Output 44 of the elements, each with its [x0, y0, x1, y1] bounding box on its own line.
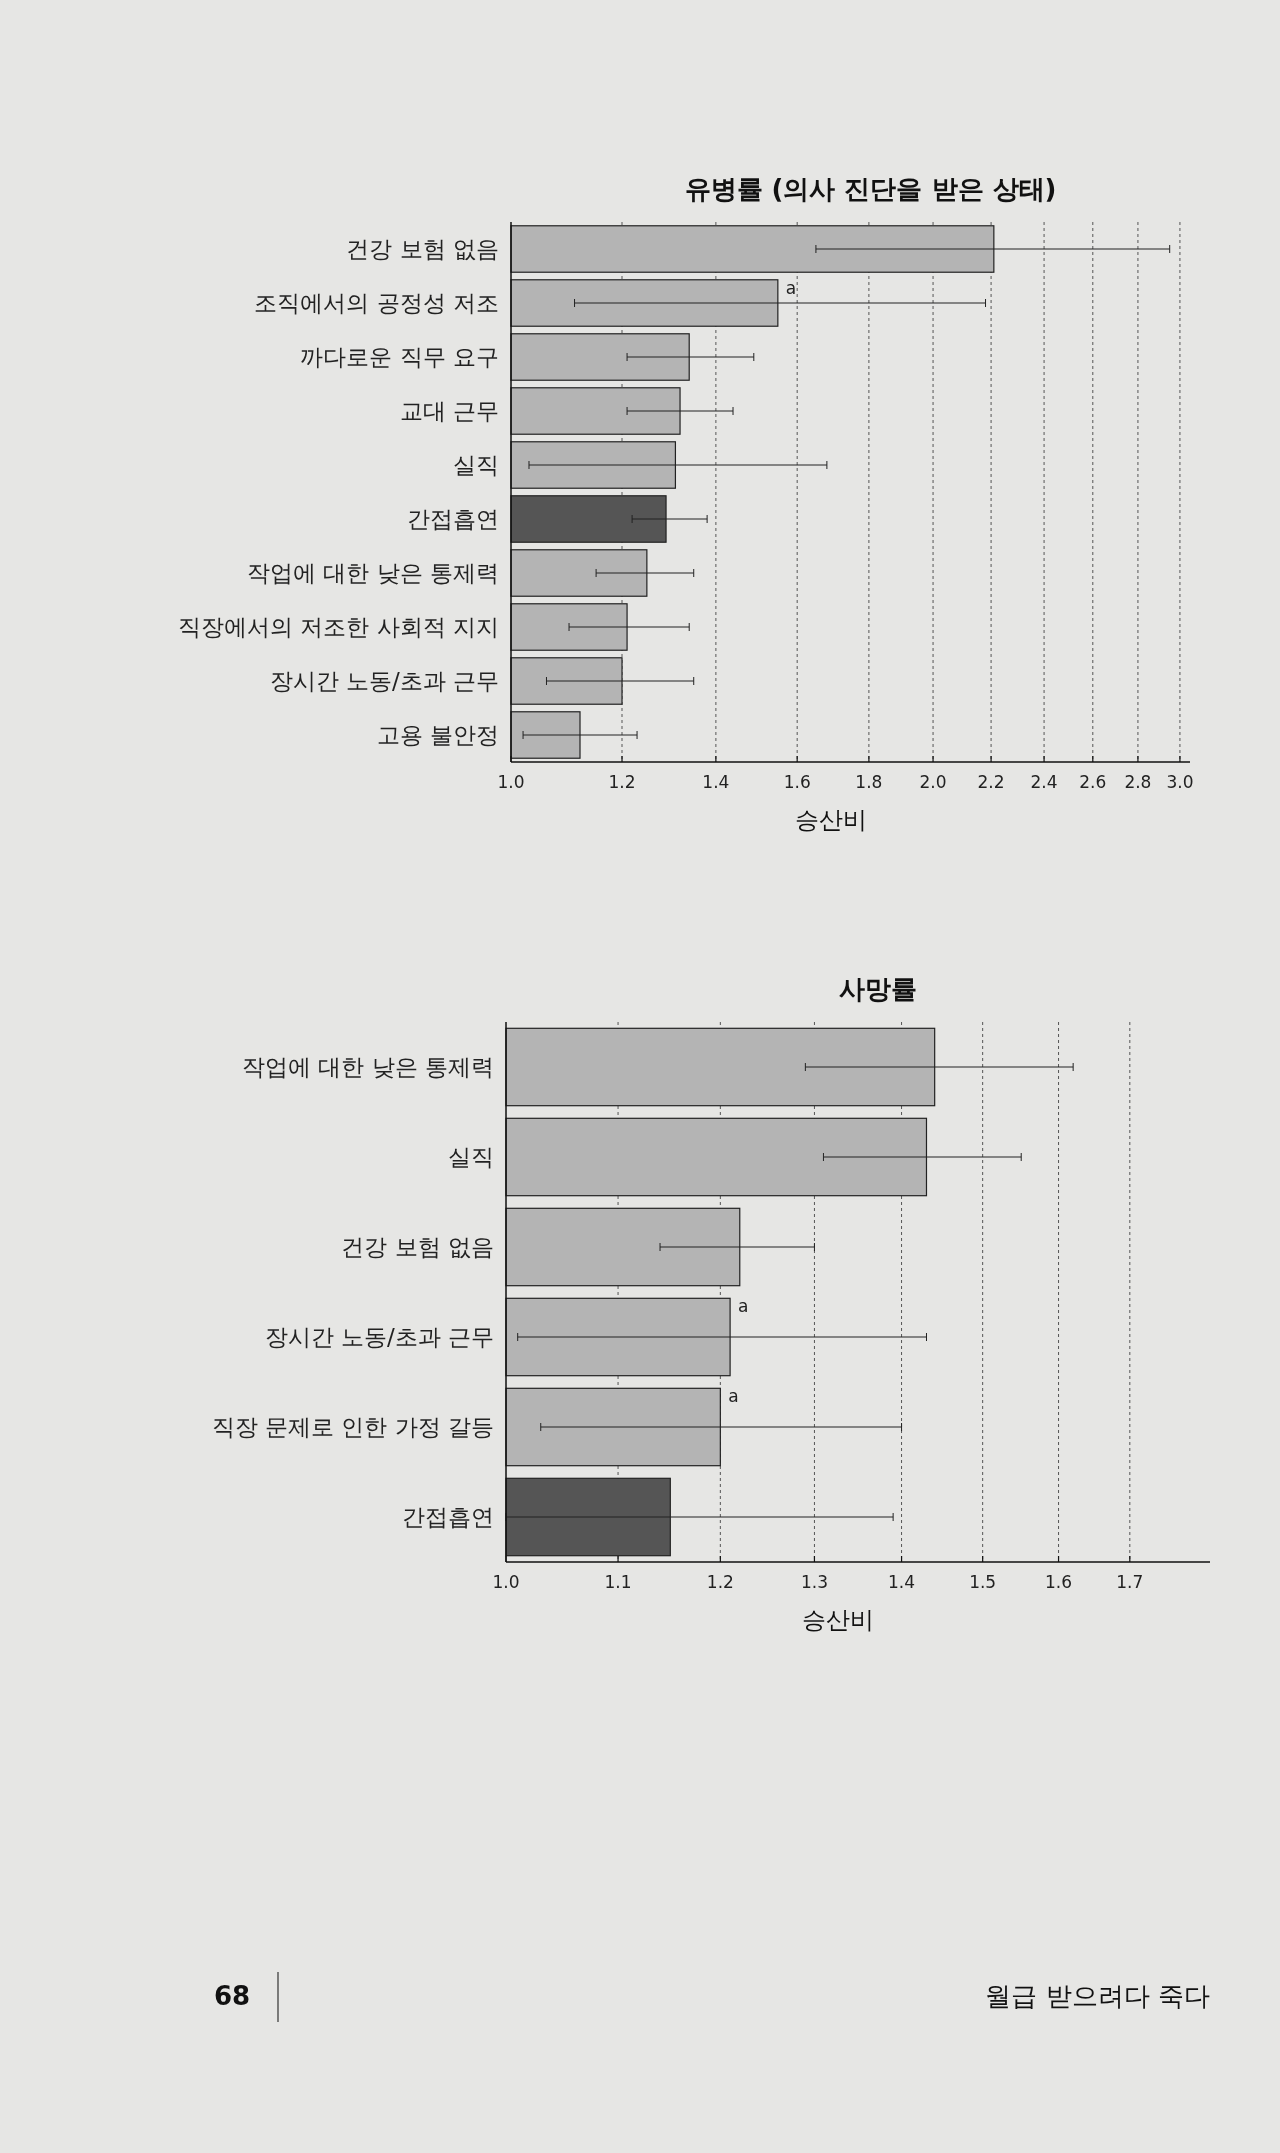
- x-tick-label: 2.6: [1079, 772, 1107, 792]
- x-tick-label: 2.2: [977, 772, 1005, 792]
- x-tick-label: 2.8: [1124, 772, 1152, 792]
- x-axis-title: 승산비: [794, 806, 867, 834]
- y-tick-label: 건강 보험 없음: [341, 1234, 494, 1260]
- x-tick-label: 1.4: [702, 772, 730, 792]
- x-axis-title: 승산비: [802, 1606, 874, 1634]
- x-tick-label: 2.0: [919, 772, 947, 792]
- chart-title: 유병률 (의사 진단을 받은 상태): [684, 174, 1057, 204]
- y-tick-label: 장시간 노동/초과 근무: [264, 1324, 494, 1350]
- y-tick-label: 간접흡연: [402, 1504, 494, 1530]
- chart-title: 사망률: [839, 974, 917, 1004]
- y-tick-label: 까다로운 직무 요구: [300, 344, 499, 370]
- y-tick-label: 간접흡연: [407, 506, 499, 532]
- y-tick-label: 작업에 대한 낮은 통제력: [247, 560, 499, 586]
- x-tick-label: 1.4: [888, 1572, 916, 1592]
- annotation: a: [728, 1386, 739, 1407]
- x-tick-label: 1.8: [855, 772, 883, 792]
- x-tick-label: 3.0: [1166, 772, 1194, 792]
- y-tick-label: 작업에 대한 낮은 통제력: [242, 1054, 494, 1080]
- annotation: a: [738, 1296, 749, 1317]
- y-tick-label: 직장에서의 저조한 사회적 지지: [178, 614, 499, 640]
- x-tick-label: 1.6: [783, 772, 811, 792]
- x-tick-label: 1.1: [604, 1572, 632, 1592]
- annotation: a: [785, 277, 797, 298]
- x-tick-label: 1.2: [706, 1572, 734, 1592]
- x-tick-label: 1.2: [608, 772, 636, 792]
- y-tick-label: 직장 문제로 인한 가정 갈등: [211, 1414, 494, 1440]
- y-tick-label: 교대 근무: [399, 398, 499, 424]
- x-tick-label: 2.4: [1030, 772, 1058, 792]
- y-tick-label: 건강 보험 없음: [346, 236, 499, 262]
- y-tick-label: 실직: [448, 1144, 494, 1170]
- y-tick-label: 고용 불안정: [376, 722, 499, 748]
- x-tick-label: 1.0: [492, 1572, 520, 1592]
- x-tick-label: 1.6: [1045, 1572, 1073, 1592]
- x-tick-label: 1.7: [1116, 1572, 1144, 1592]
- x-tick-label: 1.5: [969, 1572, 997, 1592]
- y-tick-label: 장시간 노동/초과 근무: [269, 668, 499, 694]
- y-tick-label: 조직에서의 공정성 저조: [254, 290, 499, 316]
- text: 68: [213, 1981, 251, 2011]
- y-tick-label: 실직: [453, 452, 499, 478]
- x-tick-label: 1.0: [497, 772, 525, 792]
- text: 월급 받으려다 죽다: [985, 1981, 1210, 2011]
- x-tick-label: 1.3: [800, 1572, 828, 1592]
